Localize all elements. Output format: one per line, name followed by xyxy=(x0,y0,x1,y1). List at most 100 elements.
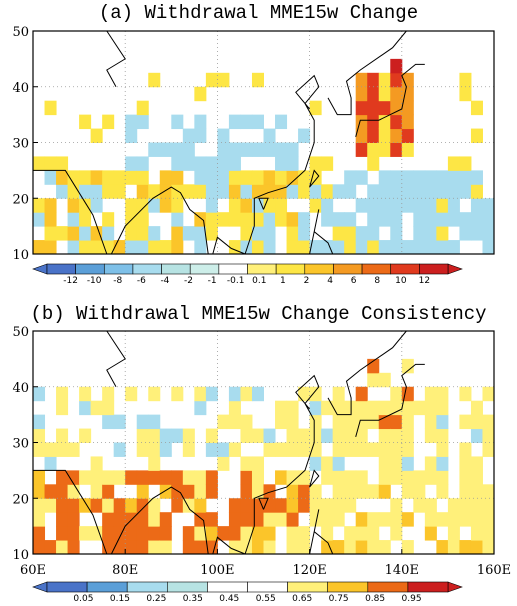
grid-cell xyxy=(228,184,241,199)
grid-cell xyxy=(159,442,172,457)
grid-cell xyxy=(470,498,483,513)
grid-cell xyxy=(367,142,380,157)
grid-cell xyxy=(56,226,69,241)
panel-a-grid-cells xyxy=(33,58,495,255)
grid-cell xyxy=(44,100,57,116)
grid-cell xyxy=(90,170,103,185)
grid-cell xyxy=(171,498,184,513)
grid-cell xyxy=(367,358,380,374)
grid-cell xyxy=(79,526,92,541)
grid-cell xyxy=(401,484,414,499)
grid-cell xyxy=(102,470,115,485)
y-tick-label: 10 xyxy=(12,548,29,563)
grid-cell xyxy=(194,540,207,555)
grid-cell xyxy=(182,128,195,143)
grid-cell xyxy=(205,72,218,88)
grid-cell xyxy=(148,498,161,513)
grid-cell xyxy=(56,400,69,416)
y-tick-label: 30 xyxy=(12,437,29,452)
grid-cell xyxy=(205,526,218,541)
grid-cell xyxy=(470,428,483,443)
grid-cell xyxy=(355,72,368,88)
grid-cell xyxy=(470,198,483,213)
grid-cell xyxy=(344,540,357,555)
colorbar-label: -0.1 xyxy=(227,276,245,286)
grid-cell xyxy=(56,156,69,171)
colorbar-label: -4 xyxy=(160,276,169,286)
grid-cell xyxy=(90,198,103,213)
grid-cell xyxy=(102,114,115,130)
grid-cell xyxy=(482,198,495,213)
grid-cell xyxy=(355,526,368,541)
grid-cell xyxy=(240,526,253,541)
grid-cell xyxy=(159,526,172,541)
grid-cell xyxy=(44,198,57,213)
grid-cell xyxy=(159,198,172,213)
grid-cell xyxy=(90,526,103,541)
grid-cell xyxy=(436,414,449,430)
grid-cell xyxy=(33,212,46,227)
grid-cell xyxy=(263,540,276,555)
grid-cell xyxy=(205,198,218,213)
grid-cell xyxy=(424,498,437,513)
grid-cell xyxy=(240,198,253,213)
grid-cell xyxy=(401,400,414,416)
grid-cell xyxy=(56,526,69,541)
grid-cell xyxy=(321,212,334,227)
grid-cell xyxy=(56,484,69,499)
panel-a-coastlines xyxy=(33,30,425,255)
grid-cell xyxy=(413,484,426,499)
grid-cell xyxy=(321,498,334,513)
grid-cell xyxy=(217,184,230,199)
grid-cell xyxy=(286,484,299,499)
grid-cell xyxy=(390,86,403,102)
grid-cell xyxy=(378,170,391,185)
grid-cell xyxy=(367,372,380,388)
grid-cell xyxy=(309,498,322,513)
grid-cell xyxy=(367,198,380,213)
grid-cell xyxy=(470,212,483,227)
grid-cell xyxy=(33,240,46,255)
grid-cell xyxy=(44,456,57,471)
grid-cell xyxy=(79,114,92,130)
grid-cell xyxy=(228,442,241,457)
colorbar-label: -10 xyxy=(87,276,102,286)
grid-cell xyxy=(447,170,460,185)
grid-cell xyxy=(286,170,299,185)
grid-cell xyxy=(470,540,483,555)
grid-cell xyxy=(344,226,357,241)
grid-cell xyxy=(136,540,149,555)
grid-cell xyxy=(136,498,149,513)
grid-cell xyxy=(33,512,46,527)
grid-cell xyxy=(424,170,437,185)
grid-cell xyxy=(148,414,161,430)
grid-cell xyxy=(275,170,288,185)
grid-cell xyxy=(240,184,253,199)
grid-cell xyxy=(240,240,253,255)
grid-cell xyxy=(240,498,253,513)
colorbar-label: 0.85 xyxy=(365,594,385,604)
grid-cell xyxy=(171,470,184,485)
grid-cell xyxy=(44,212,57,227)
grid-cell xyxy=(228,400,241,416)
grid-cell xyxy=(148,142,161,157)
grid-cell xyxy=(401,240,414,255)
grid-cell xyxy=(470,484,483,499)
panel-b-colorbar: 0.05 0.15 0.25 0.35 0.45 0.55 0.65 0.75 0.85 0.95 xyxy=(32,581,463,604)
grid-cell xyxy=(390,498,403,513)
grid-cell xyxy=(298,470,311,485)
grid-cell xyxy=(194,526,207,541)
grid-cell xyxy=(136,240,149,255)
grid-cell xyxy=(251,428,264,443)
grid-cell xyxy=(44,156,57,171)
grid-cell xyxy=(33,540,46,555)
grid-cell xyxy=(309,428,322,443)
grid-cell xyxy=(90,400,103,416)
colorbar-label: -12 xyxy=(63,276,78,286)
grid-cell xyxy=(390,526,403,541)
grid-cell xyxy=(217,142,230,157)
grid-cell xyxy=(298,240,311,255)
grid-cell xyxy=(298,442,311,457)
grid-cell xyxy=(102,400,115,416)
